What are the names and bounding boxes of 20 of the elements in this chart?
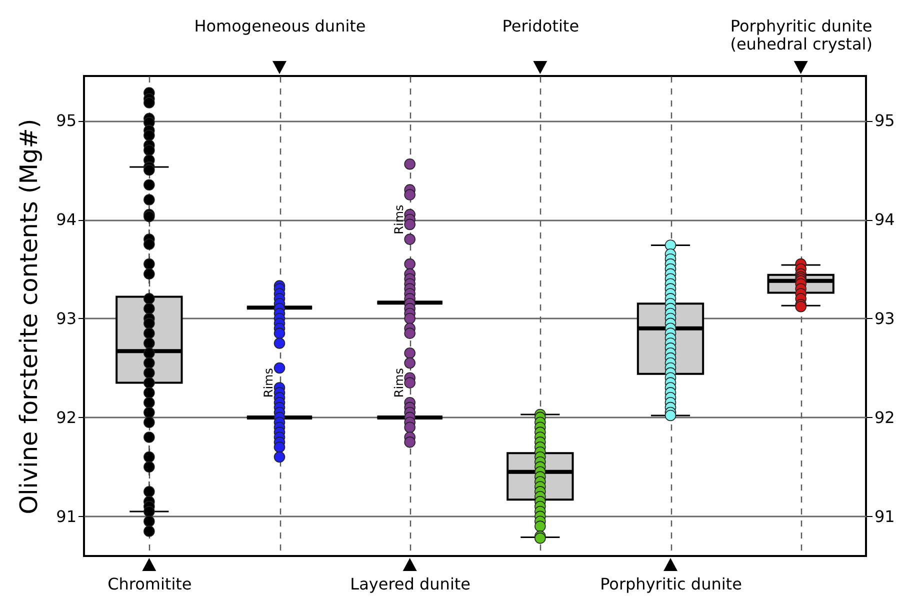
- y-tick-label: 91: [56, 506, 76, 526]
- x-tick-label: Peridotite: [502, 16, 580, 36]
- x-tick-label: Porphyritic dunite (euhedral crystal): [730, 16, 872, 54]
- x-tick-label: Chromitite: [108, 574, 192, 594]
- y2-tick-label: 92: [874, 408, 895, 427]
- y-tick-label: 93: [56, 308, 76, 328]
- y2-tick-label: 94: [874, 210, 895, 230]
- y2-tick-label: 93: [874, 308, 895, 328]
- y2-tick-label: 95: [874, 111, 895, 130]
- y-axis-title: Olivine forsterite contents (Mg#): [15, 118, 44, 514]
- annotation: Rims: [392, 204, 406, 234]
- y-tick-label: 95: [56, 111, 76, 130]
- x-tick-label: Porphyritic dunite: [600, 574, 742, 594]
- x-tick-label: Homogeneous dunite: [194, 16, 366, 36]
- y-tick-label: 94: [56, 210, 76, 230]
- y2-tick-label: 91: [874, 506, 895, 526]
- y-tick-label: 92: [56, 408, 76, 427]
- annotation: Rims: [262, 368, 276, 398]
- annotation: Rims: [392, 368, 406, 398]
- x-tick-label: Layered dunite: [350, 574, 471, 594]
